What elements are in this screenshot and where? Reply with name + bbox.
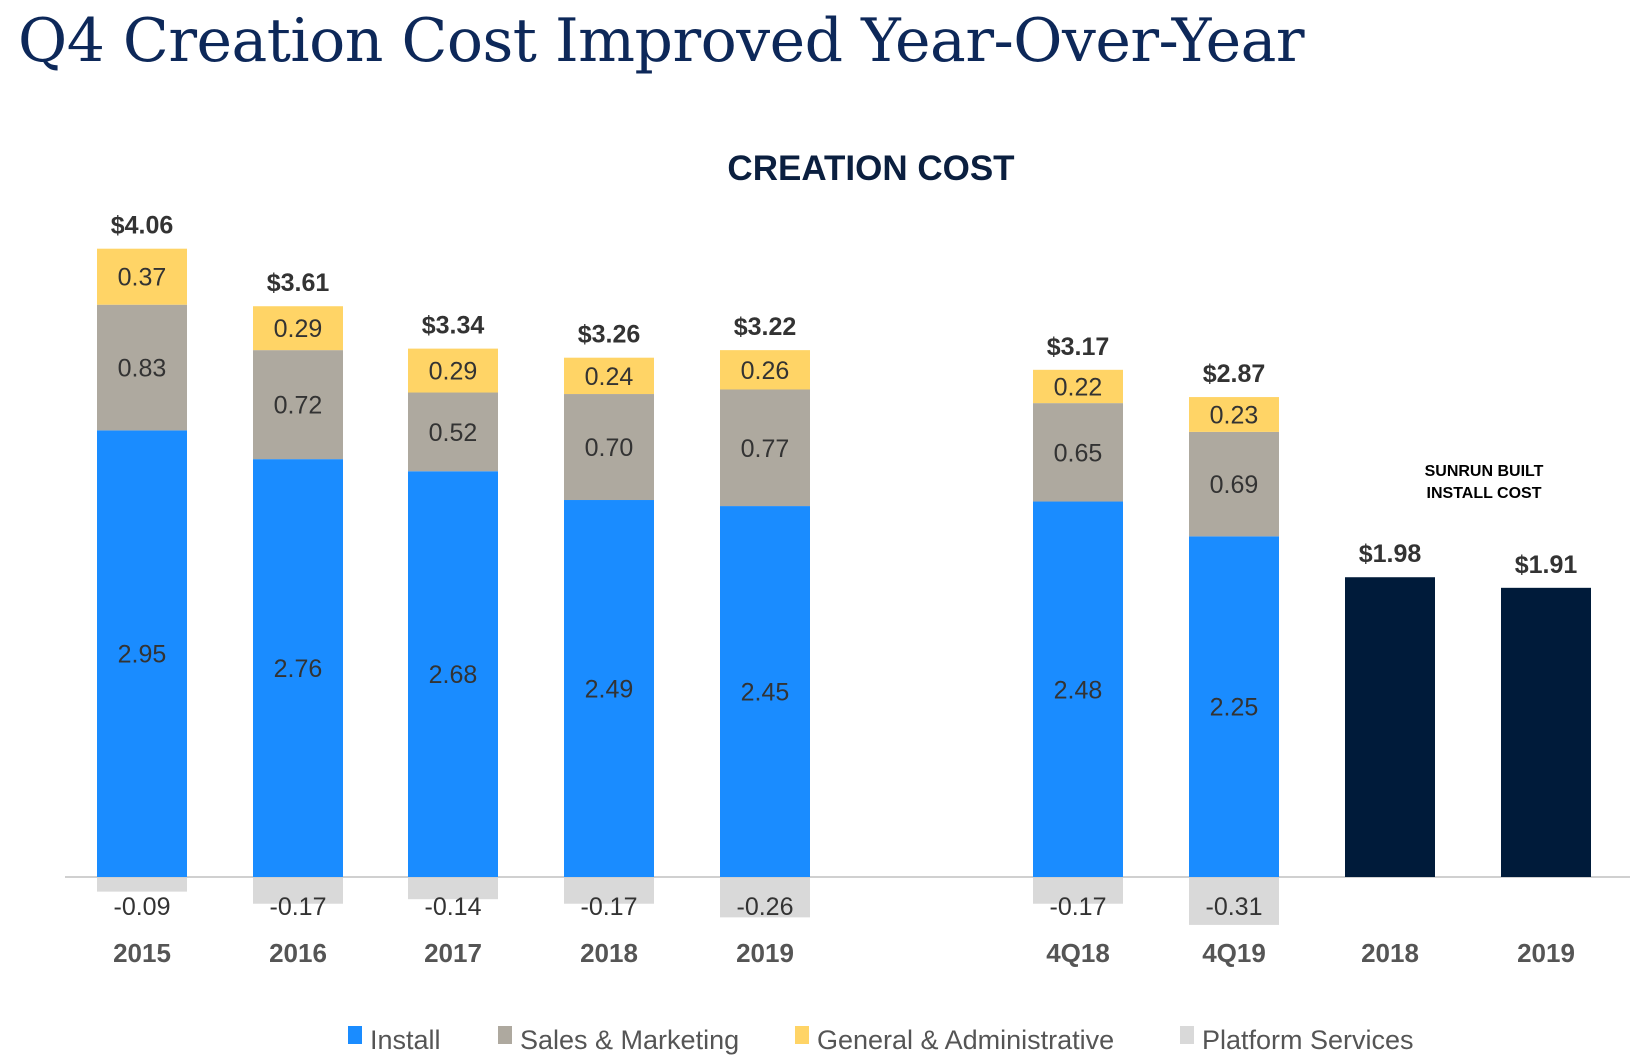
bar-segment-platform-services	[720, 878, 810, 918]
segment-value-label: 0.26	[741, 357, 790, 385]
category-label: 2015	[113, 938, 171, 968]
segment-value-label: 0.72	[274, 392, 323, 420]
segment-value-label: 0.65	[1054, 439, 1103, 467]
bar-segment-platform-services	[253, 878, 343, 904]
page-title: Q4 Creation Cost Improved Year-Over-Year	[18, 6, 1305, 76]
segment-value-label: -0.31	[1206, 893, 1263, 921]
legend-swatch	[348, 1026, 362, 1044]
bar-segment-install	[97, 430, 187, 877]
segment-value-label: 2.95	[118, 641, 167, 669]
legend-label: General & Administrative	[817, 1025, 1114, 1055]
segment-value-label: 0.37	[118, 264, 167, 292]
category-label: 2016	[269, 938, 327, 968]
segment-value-label: 0.83	[118, 355, 167, 383]
segment-value-label: 0.52	[429, 419, 478, 447]
segment-value-label: -0.09	[114, 893, 171, 921]
bar-segment-sales-marketing	[564, 394, 654, 501]
bar-segment-sales-marketing	[1189, 431, 1279, 537]
segment-value-label: 2.49	[585, 676, 634, 704]
category-label: 2019	[736, 938, 794, 968]
segment-value-label: 2.48	[1054, 676, 1103, 704]
bar-sunrun-built	[1501, 587, 1591, 877]
sunrun-built-label-1: SUNRUN BUILT	[1425, 463, 1544, 480]
category-label: 4Q19	[1202, 938, 1266, 968]
segment-value-label: 2.76	[274, 655, 323, 683]
bar-segment-install	[253, 459, 343, 877]
segment-value-label: -0.17	[581, 893, 638, 921]
bar-segment-general-administrative	[253, 306, 343, 351]
category-label: 2019	[1517, 938, 1575, 968]
category-label: 2018	[580, 938, 638, 968]
segment-value-label: -0.17	[1050, 893, 1107, 921]
chart-title: CREATION COST	[727, 149, 1014, 188]
segment-value-label: 0.22	[1054, 373, 1103, 401]
bar-segment-platform-services	[1189, 878, 1279, 925]
segment-value-label: -0.17	[270, 893, 327, 921]
bar-segment-general-administrative	[1189, 397, 1279, 432]
bar-segment-sales-marketing	[97, 304, 187, 431]
bar-segment-install	[408, 471, 498, 877]
bar-segment-general-administrative	[97, 248, 187, 305]
segment-value-label: 0.69	[1210, 471, 1259, 499]
bar-segment-platform-services	[564, 878, 654, 904]
legend-swatch	[795, 1026, 809, 1044]
bar-segment-install	[1033, 501, 1123, 877]
bar-segment-general-administrative	[408, 348, 498, 393]
bar-segment-general-administrative	[564, 357, 654, 395]
bar-segment-general-administrative	[1033, 369, 1123, 404]
segment-value-label: -0.26	[737, 893, 794, 921]
segment-value-label: 0.29	[274, 315, 323, 343]
segment-value-label: 0.23	[1210, 401, 1259, 429]
segment-value-label: 0.77	[741, 435, 790, 463]
segment-value-label: 2.45	[741, 679, 790, 707]
legend-swatch	[498, 1026, 512, 1044]
total-label: $3.26	[578, 321, 641, 349]
bar-segment-general-administrative	[720, 350, 810, 390]
total-label: $3.22	[734, 313, 797, 341]
bar-segment-sales-marketing	[253, 350, 343, 460]
total-label: $2.87	[1203, 360, 1266, 388]
total-label: $3.34	[422, 312, 485, 340]
total-label: $3.17	[1047, 333, 1110, 361]
legend-swatch	[1180, 1026, 1194, 1044]
bar-segment-install	[1189, 536, 1279, 877]
segment-value-label: 0.70	[585, 434, 634, 462]
segment-value-label: -0.14	[425, 893, 482, 921]
total-label: $3.61	[267, 269, 330, 297]
segment-value-label: 2.25	[1210, 694, 1259, 722]
segment-value-label: 2.68	[429, 661, 478, 689]
legend-label: Platform Services	[1202, 1025, 1414, 1055]
bar-segment-platform-services	[97, 878, 187, 892]
bar-segment-install	[564, 500, 654, 877]
total-label: $4.06	[111, 212, 174, 240]
total-label: $1.98	[1359, 540, 1422, 568]
bar-segment-platform-services	[408, 878, 498, 900]
bar-segment-platform-services	[1033, 878, 1123, 904]
category-label: 2018	[1361, 938, 1419, 968]
category-label: 4Q18	[1046, 938, 1110, 968]
category-label: 2017	[424, 938, 482, 968]
bar-segment-sales-marketing	[1033, 403, 1123, 502]
legend-label: Install	[370, 1025, 441, 1055]
sunrun-built-label-2: INSTALL COST	[1427, 485, 1542, 502]
total-label: $1.91	[1515, 551, 1578, 579]
bar-segment-sales-marketing	[720, 389, 810, 507]
segment-value-label: 0.29	[429, 358, 478, 386]
bar-segment-sales-marketing	[408, 392, 498, 472]
legend-label: Sales & Marketing	[520, 1025, 739, 1055]
bar-sunrun-built	[1345, 577, 1435, 877]
bar-segment-install	[720, 506, 810, 877]
segment-value-label: 0.24	[585, 363, 634, 391]
